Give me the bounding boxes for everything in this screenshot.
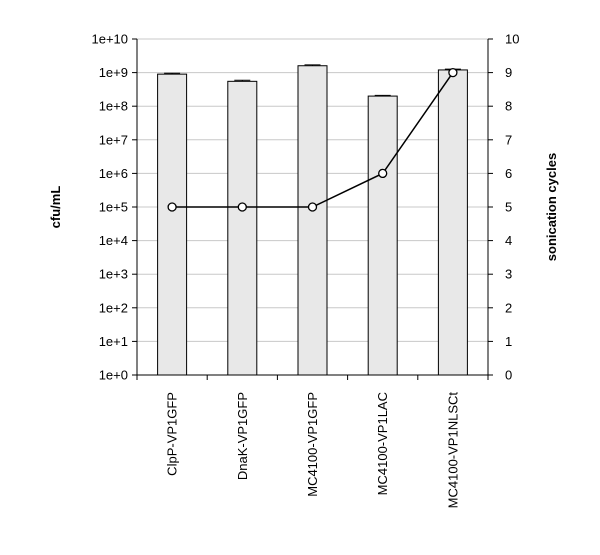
y-tick-label-right: 6 bbox=[505, 166, 512, 181]
sonication-point bbox=[378, 168, 388, 179]
y-tick-label-left: 1e+9 bbox=[99, 65, 128, 80]
labels: 1e+0 1e+1 1e+2 1e+3 1e+4 1e+5 1e+6 1e+7 1e+8 1e+9… bbox=[48, 32, 559, 509]
y-tick-label-right: 10 bbox=[505, 32, 519, 47]
y-tick-label-left: 1e+5 bbox=[99, 200, 128, 215]
y-axis-title-left: cfu/mL bbox=[48, 186, 63, 229]
sonication-point bbox=[448, 67, 458, 78]
y-tick-label-right: 4 bbox=[505, 233, 512, 248]
y-tick-label-right: 5 bbox=[505, 200, 512, 215]
bar bbox=[227, 80, 258, 376]
y-tick-label-left: 1e+4 bbox=[99, 233, 128, 248]
y-tick-label-right: 7 bbox=[505, 132, 512, 147]
bar bbox=[367, 95, 398, 376]
y-tick-label-right: 9 bbox=[505, 65, 512, 80]
y-tick-label-left: 1e+7 bbox=[99, 132, 128, 147]
y-tick-label-left: 1e+1 bbox=[99, 334, 128, 349]
y-tick-label-right: 2 bbox=[505, 300, 512, 315]
bar bbox=[437, 69, 468, 376]
sonication-line bbox=[167, 67, 458, 212]
y-tick-label-right: 8 bbox=[505, 99, 512, 114]
x-category-label: ClpP-VP1GFP bbox=[165, 392, 180, 476]
x-category-label: MC4100-VP1GFP bbox=[305, 392, 320, 497]
sonication-point bbox=[167, 202, 177, 212]
y-tick-label-left: 1e+10 bbox=[91, 32, 128, 47]
y-tick-label-left: 1e+0 bbox=[99, 368, 128, 383]
y-tick-label-left: 1e+2 bbox=[99, 300, 128, 315]
x-category-label: DnaK-VP1GFP bbox=[235, 392, 250, 480]
y-tick-label-right: 3 bbox=[505, 267, 512, 282]
bar bbox=[157, 73, 188, 376]
sonication-point bbox=[237, 202, 247, 212]
axes bbox=[132, 38, 493, 380]
y-tick-label-right: 1 bbox=[505, 334, 512, 349]
x-category-label: MC4100-VP1NLSCt bbox=[445, 392, 460, 509]
y-tick-label-left: 1e+6 bbox=[99, 166, 128, 181]
y-tick-label-right: 0 bbox=[505, 368, 512, 383]
sonication-point bbox=[307, 202, 318, 212]
y-axis-title-right: sonication cycles bbox=[544, 153, 559, 261]
y-tick-label-left: 1e+8 bbox=[99, 99, 128, 114]
bars bbox=[157, 64, 468, 376]
x-category-label: MC4100-VP1LAC bbox=[375, 392, 390, 495]
y-tick-label-left: 1e+3 bbox=[99, 267, 128, 282]
bar bbox=[297, 65, 328, 376]
